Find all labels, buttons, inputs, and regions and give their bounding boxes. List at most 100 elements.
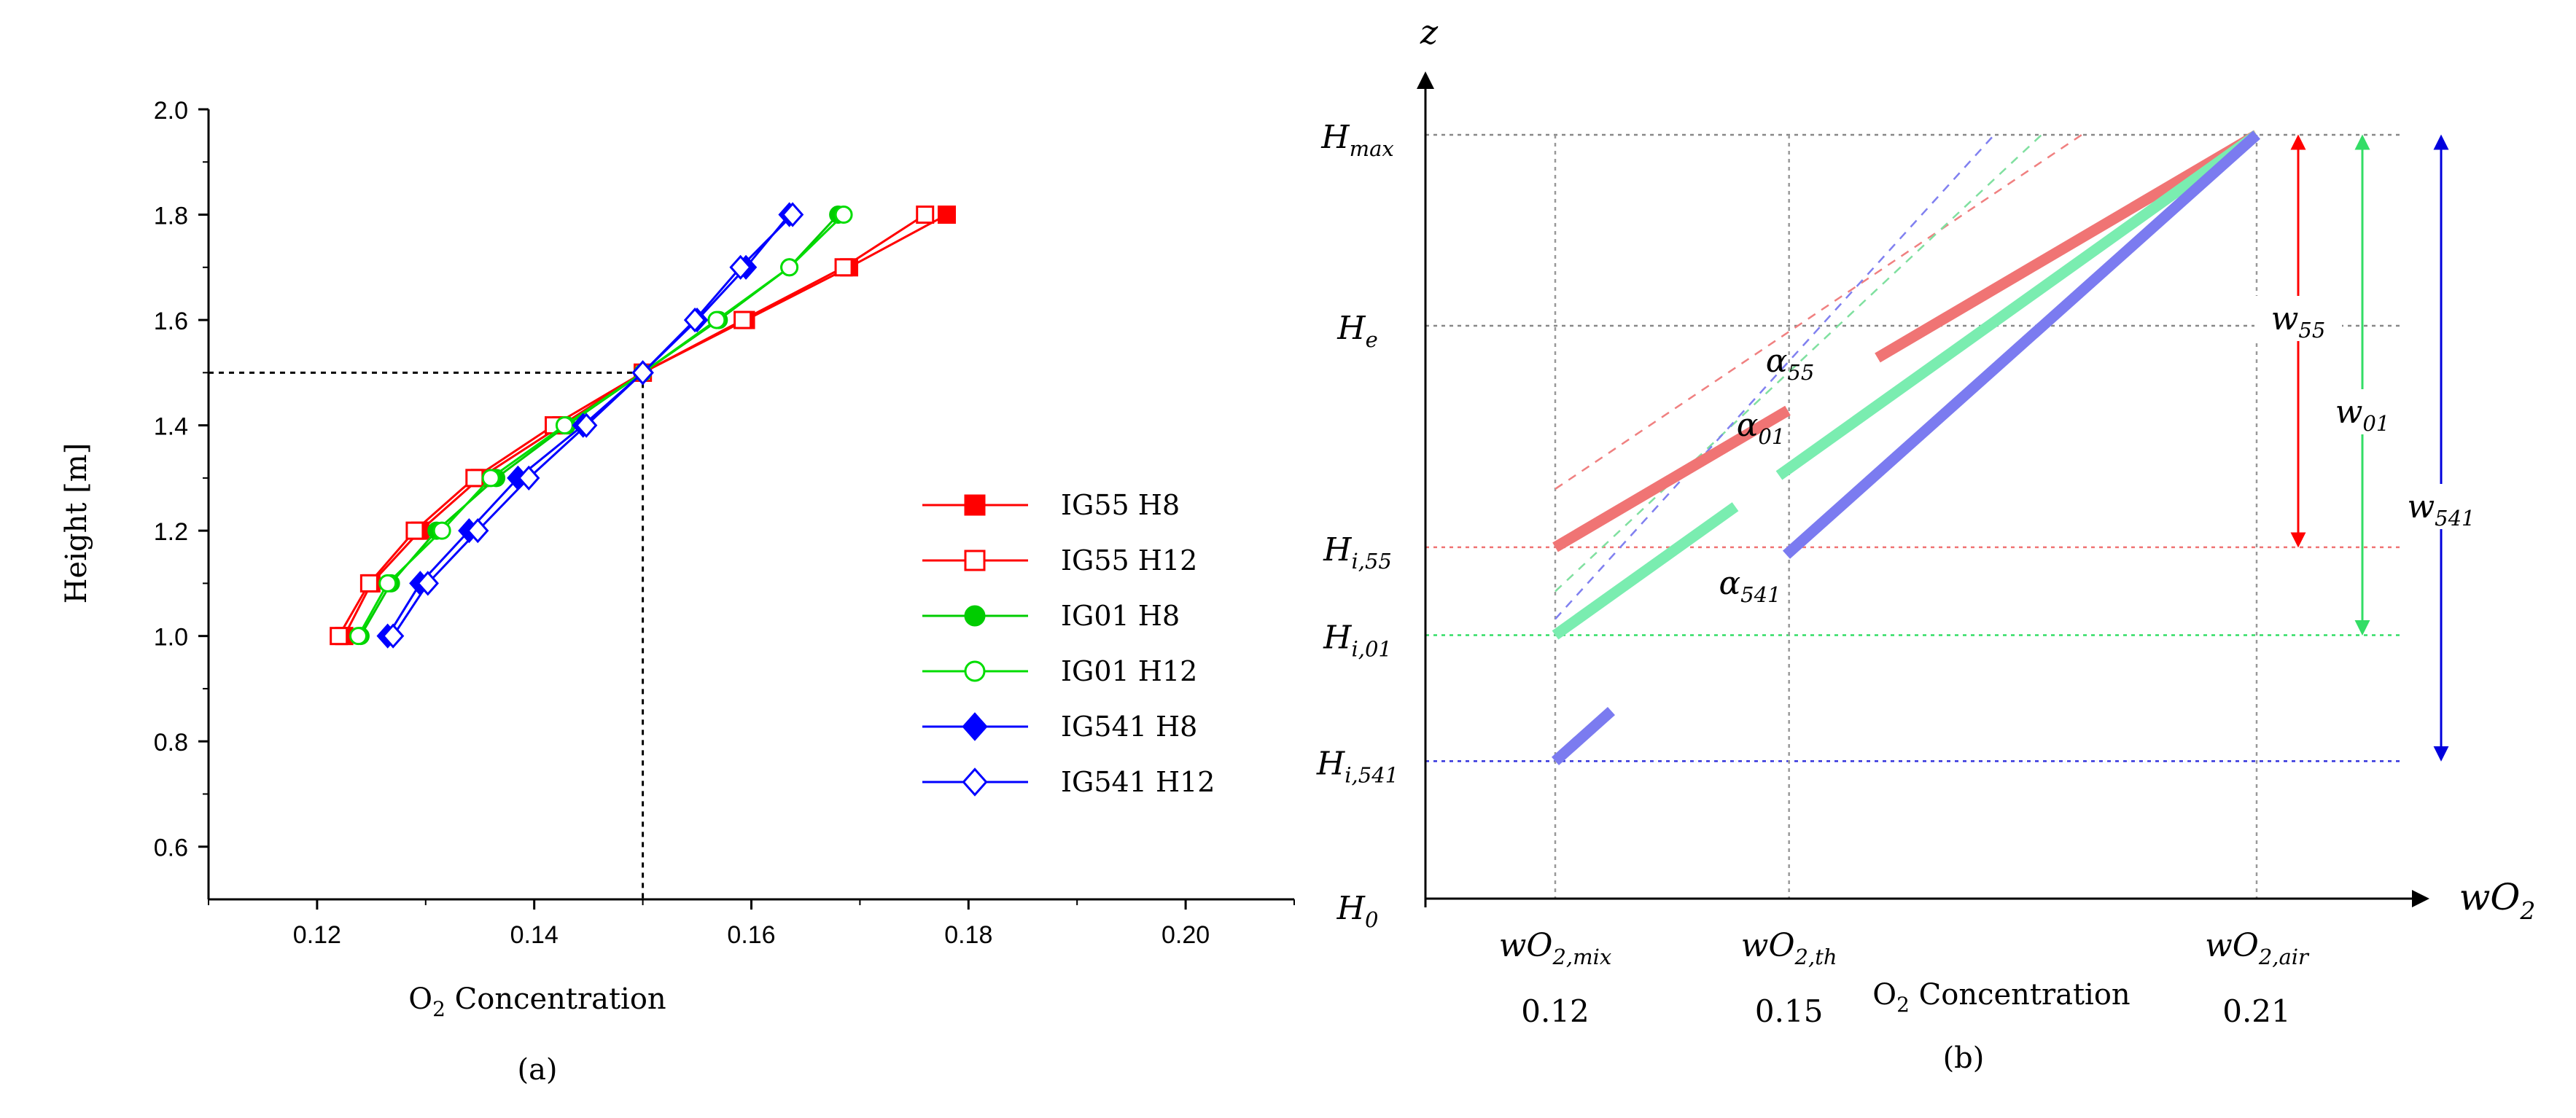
panel-b-wo2-axis-symbol-main: wO (2459, 876, 2521, 918)
legend-label: IG01 H8 (1061, 600, 1180, 632)
data-point (780, 258, 799, 277)
legend-marker (962, 767, 988, 797)
panel-b-x-point-label: wO2,mix (1499, 927, 1612, 969)
panel-b-height-label-main: H (1336, 310, 1366, 347)
panel-a-y-tick-label: 1.4 (154, 413, 188, 441)
data-point (465, 469, 484, 488)
panel-a-x-tick-label: 0.12 (293, 921, 341, 949)
panel-b-height-label: He (1336, 310, 1378, 352)
panel-b-wo2-axis-symbol: wO2 (2459, 876, 2536, 925)
panel-b-x-point-value: 0.15 (1755, 993, 1824, 1029)
legend-label: IG541 H8 (1061, 711, 1197, 743)
width-label-background (2319, 389, 2406, 434)
slope-label-ig01: α01 (1737, 407, 1786, 449)
panel-b-x-point-label-sub: 2,mix (1552, 945, 1611, 969)
data-point (734, 310, 752, 329)
panel-a-y-tick-label: 1.6 (154, 308, 188, 335)
panel-b-height-label-main: H (1323, 619, 1353, 656)
panel-b-width-arrows (2254, 134, 2485, 762)
series-line (359, 214, 839, 637)
panel-a-y-axis-label: Height [m] (60, 443, 93, 604)
panel-b-x-point-label-main: wO (1499, 927, 1553, 964)
panel-a-series-ig541-h12 (381, 202, 804, 649)
panel-b-concentration-bands (1552, 130, 2260, 765)
data-point (349, 627, 367, 646)
panel-a-y-tick-label: 1.8 (154, 203, 188, 230)
panel-a-ticks: 0.6 0.8 1.0 1.2 1.4 1.6 1.8 2.0 0.12 0.14 0.16 0.18… (154, 97, 1295, 949)
data-point (330, 627, 349, 646)
panel-a-y-tick-label: 1.0 (154, 624, 188, 652)
concentration-band-ig01 (1775, 130, 2260, 480)
panel-b-height-label-main: H (1323, 531, 1353, 568)
panel-a-x-axis-label: O2 Concentration (408, 982, 666, 1021)
panel-b-x-point-label-sub: 2,th (1794, 945, 1837, 969)
legend-label: IG541 H12 (1061, 766, 1215, 798)
slope-label-ig541: α541 (1719, 565, 1781, 607)
width-label-ig01-main: w (2335, 394, 2363, 431)
data-point (381, 623, 405, 649)
width-label-ig541-sub: 541 (2435, 506, 2475, 531)
panel-b-height-label: Hmax (1320, 119, 1394, 161)
data-point (416, 571, 439, 596)
legend-label: IG55 H8 (1061, 489, 1180, 521)
width-label-ig541-main: w (2407, 488, 2435, 525)
panel-b-height-label-sub: i,541 (1345, 762, 1398, 787)
panel-b-x-axis-label: O2 Concentration (1872, 978, 2130, 1017)
data-point (707, 310, 726, 329)
legend-marker (962, 712, 988, 741)
panel-b-height-label-main: H (1336, 890, 1366, 927)
panel-b-height-label-main: H (1316, 745, 1346, 782)
panel-a-reference-lines (209, 371, 645, 899)
panel-b-x-point-label-sub: 2,air (2258, 945, 2310, 969)
panel-a-y-tick-label: 1.2 (154, 518, 188, 546)
data-point (359, 574, 378, 593)
panel-a-y-tick-label: 0.8 (154, 729, 188, 757)
concentration-band-ig01 (1552, 502, 1739, 640)
width-label-ig55: w55 (2271, 300, 2326, 343)
panel-a-series-ig55-h12 (330, 206, 935, 646)
panel-b-x-point-label-main: wO (2205, 927, 2259, 964)
slope-label-ig01-main: α (1737, 407, 1759, 444)
panel-b-height-label-sub: i,01 (1351, 636, 1391, 661)
data-point (683, 307, 707, 333)
data-point (834, 258, 853, 277)
panel-a-series (330, 202, 957, 649)
panel-b-height-label-sub: i,55 (1351, 549, 1391, 574)
legend-marker (964, 605, 986, 627)
panel-a-y-tick-label: 0.6 (154, 834, 188, 862)
data-point (631, 360, 654, 386)
concentration-band-ig541 (1783, 130, 2260, 559)
data-point (555, 416, 574, 435)
data-point (916, 206, 935, 224)
panel-b-x-point-label: wO2,th (1741, 927, 1837, 969)
width-label-ig55-sub: 55 (2298, 318, 2325, 343)
panel-b-height-label-sub: max (1350, 136, 1394, 161)
panel-b-z-axis-symbol: z (1420, 12, 1439, 52)
panel-b-labels: HmaxHeHi,55Hi,01Hi,541H0wO2,mix0.12wO2,t… (1316, 119, 2475, 1029)
width-label-ig01: w01 (2335, 394, 2390, 436)
panel-b-height-label: Hi,541 (1316, 745, 1398, 787)
panel-a-x-tick-label: 0.18 (944, 921, 992, 949)
width-label-ig541: w541 (2407, 488, 2475, 531)
data-point (938, 206, 957, 224)
width-label-background (2397, 484, 2485, 529)
series-line (343, 214, 948, 637)
panel-b-label: (b) (1943, 1041, 1985, 1075)
extrapolation-line-ig541 (1554, 134, 1995, 620)
width-label-background (2254, 296, 2342, 341)
concentration-band-ig55 (1552, 405, 1791, 552)
width-label-ig55-main: w (2271, 300, 2299, 337)
data-point (481, 469, 500, 488)
panel-b-height-label: H0 (1336, 890, 1379, 932)
slope-label-ig01-sub: 01 (1758, 424, 1785, 449)
panel-b-x-point-label: wO2,air (2205, 927, 2310, 969)
data-point (405, 521, 424, 540)
panel-a-x-tick-label: 0.16 (727, 921, 775, 949)
slope-label-ig55: α55 (1766, 343, 1815, 385)
panel-b-height-label-sub: 0 (1365, 907, 1378, 932)
panel-b-height-label: Hi,01 (1323, 619, 1392, 661)
legend-marker (964, 494, 986, 516)
width-label-ig01-sub: 01 (2362, 411, 2389, 436)
panel-a-legend: IG55 H8 IG55 H12 IG01 H8 IG01 H12 IG541 H8 IG… (922, 489, 1215, 798)
